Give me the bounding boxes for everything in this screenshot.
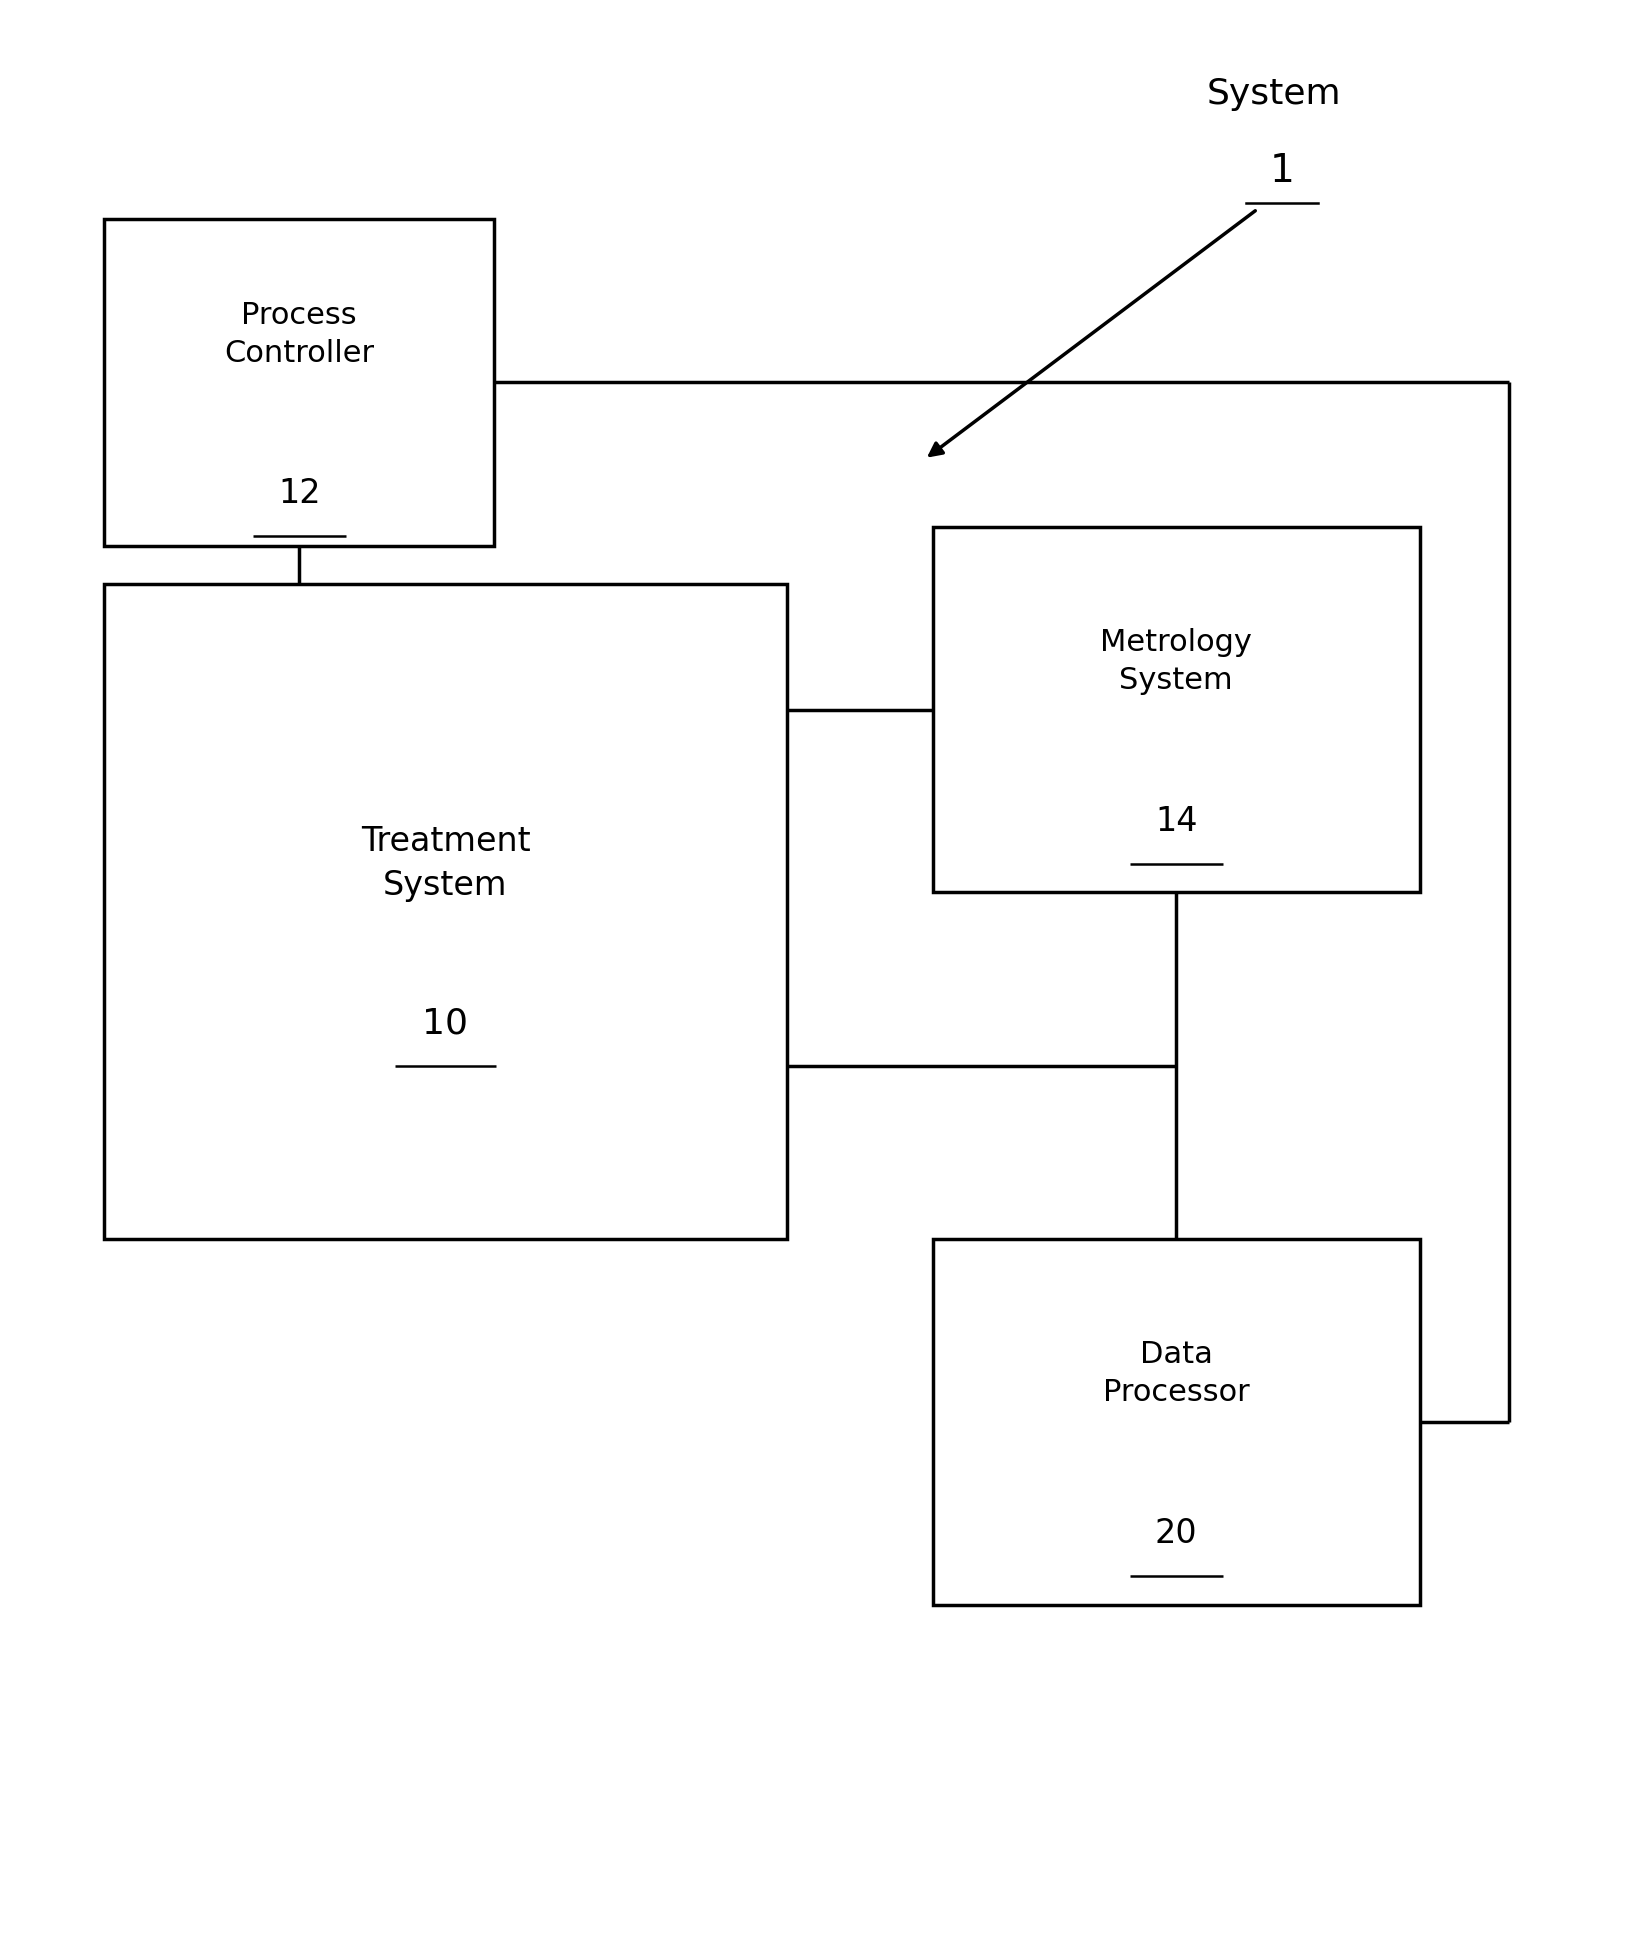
Text: 20: 20 [1155,1516,1197,1549]
Text: System: System [1207,76,1342,111]
Text: Metrology
System: Metrology System [1101,628,1251,694]
Bar [932,527,1420,892]
Bar [105,219,495,547]
Bar [932,1239,1420,1605]
Text: 10: 10 [423,1006,468,1041]
Text: Process
Controller: Process Controller [224,301,375,368]
Text: Treatment
System: Treatment System [360,826,531,902]
Text: Data
Processor: Data Processor [1102,1340,1250,1408]
Text: 14: 14 [1155,805,1197,838]
Text: 12: 12 [278,477,321,510]
Bar [105,584,786,1239]
Text: 1: 1 [1269,151,1294,190]
